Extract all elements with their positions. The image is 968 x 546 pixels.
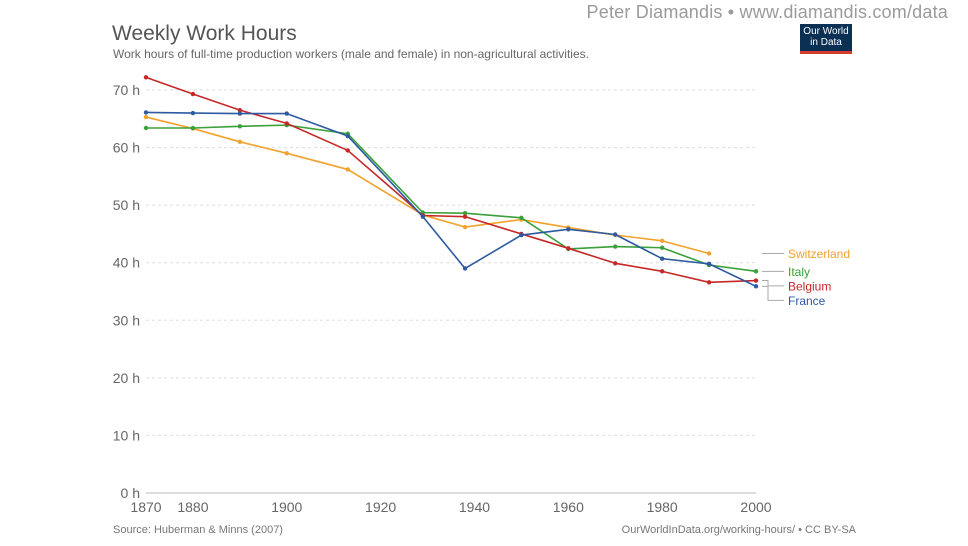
y-tick-label: 40 h [113,255,140,271]
x-tick-label: 1980 [647,499,678,515]
y-tick-label: 60 h [113,140,140,156]
data-point-belgium [237,107,243,113]
data-point-france [462,266,468,271]
data-point-belgium [753,278,759,283]
data-point-belgium [345,148,350,153]
data-point-italy [659,245,665,250]
data-point-france [345,133,350,139]
y-tick-label: 70 h [113,82,140,98]
y-tick-label: 50 h [113,197,140,213]
x-tick-label: 1900 [271,499,302,515]
source-note: Source: Huberman & Minns (2007) [113,524,283,536]
y-tick-label: 10 h [113,427,140,443]
data-point-switzerland [345,167,350,172]
data-point-switzerland [237,139,243,145]
data-point-france [420,214,426,219]
data-point-italy [190,125,196,131]
x-tick-label: 1920 [365,499,396,515]
legend-label-switzerland: Switzerland [788,247,850,261]
y-tick-label: 0 h [121,485,140,501]
data-point-belgium [659,269,665,274]
y-tick-label: 30 h [113,312,140,328]
data-point-italy [237,124,243,129]
data-point-switzerland [706,251,712,256]
data-point-belgium [284,121,289,126]
data-point-france [519,232,524,238]
data-point-italy [519,215,524,221]
x-tick-label: 1880 [177,499,208,515]
x-tick-label: 1870 [130,499,161,515]
chart-subtitle: Work hours of full-time production worke… [113,47,589,61]
data-point-switzerland [143,114,149,120]
data-point-italy [613,244,618,249]
data-point-belgium [706,280,712,285]
data-point-france [706,261,712,267]
data-point-belgium [190,91,196,97]
data-point-belgium [143,75,149,80]
legend-label-france: France [788,294,826,308]
logo-line-1: Our World [803,26,849,37]
chart-title: Weekly Work Hours [112,22,297,45]
x-tick-label: 1960 [553,499,584,515]
data-point-france [613,232,618,237]
data-point-france [143,110,149,115]
data-point-italy [753,269,759,274]
series-line-switzerland [145,116,710,255]
data-point-switzerland [462,224,468,230]
data-point-belgium [566,246,571,251]
watermark-text: Peter Diamandis • www.diamandis.com/data [586,2,948,22]
x-tick-label: 2000 [740,499,771,515]
data-point-switzerland [659,238,665,244]
y-tick-label: 20 h [113,370,140,386]
x-tick-label: 1940 [459,499,490,515]
data-point-belgium [613,261,618,266]
data-point-france [566,227,571,232]
series-line-italy [146,124,757,273]
legend-label-italy: Italy [788,265,810,279]
data-point-france [753,284,759,289]
data-point-france [659,256,665,261]
data-point-switzerland [284,151,289,156]
data-point-france [190,110,196,116]
license-link[interactable]: OurWorldInData.org/working-hours/ • CC B… [621,524,856,536]
legend-label-belgium: Belgium [788,279,831,293]
legend-connector-belgium [762,280,784,287]
logo-line-2: in Data [810,37,842,48]
legend-connector-france [762,285,784,301]
data-point-italy [462,211,468,216]
data-point-france [284,111,289,116]
data-point-france [237,111,243,116]
data-point-italy [143,125,149,131]
owid-logo[interactable]: Our World in Data [800,24,852,54]
series-line-france [145,111,757,288]
data-point-belgium [462,214,468,219]
